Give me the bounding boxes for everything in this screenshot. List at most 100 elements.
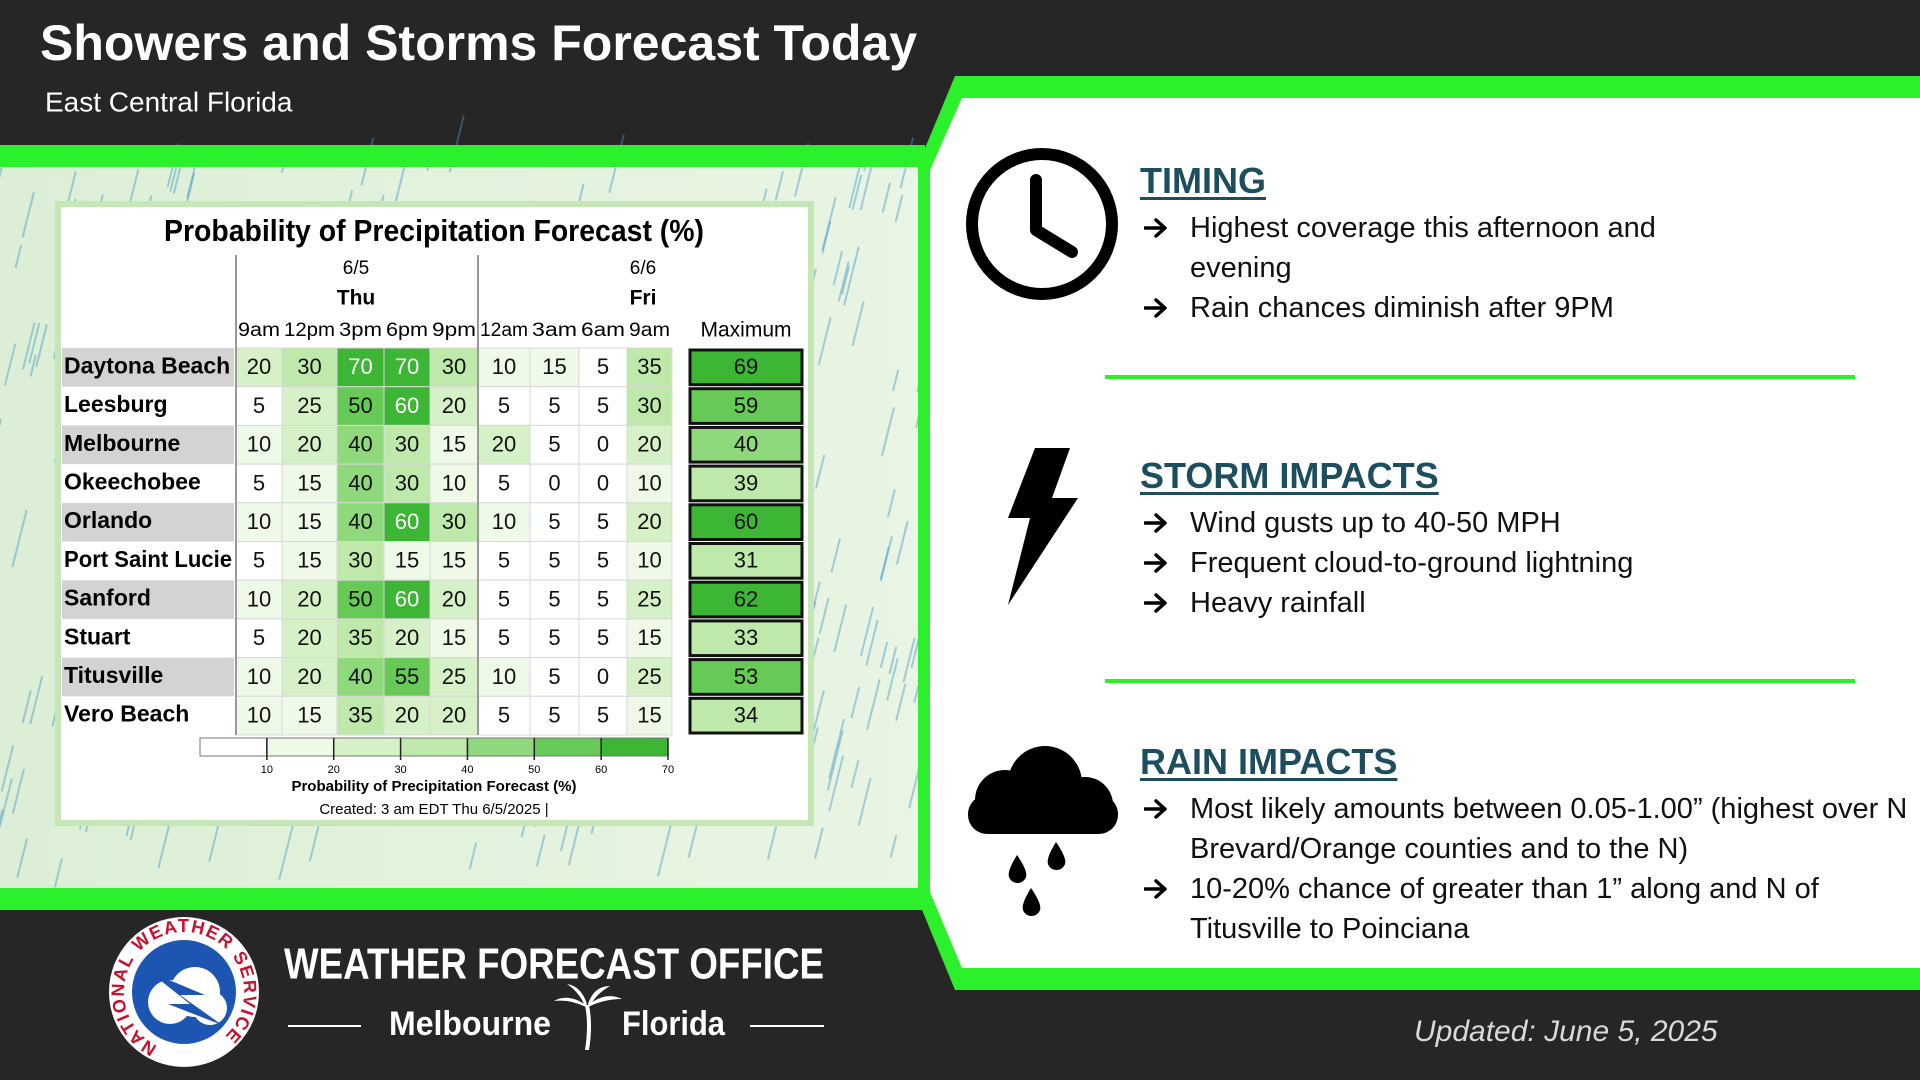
cell-value: 10 — [442, 470, 466, 495]
cell-value: 5 — [597, 625, 609, 650]
location-name: Okeechobee — [64, 469, 201, 495]
rain-streak — [813, 827, 824, 859]
rain-streak — [172, 166, 182, 194]
location-name: Port Saint Lucie — [64, 546, 232, 572]
rain-streak — [0, 744, 15, 792]
rain-streak — [11, 768, 25, 815]
section: STORM IMPACTS Wind gusts up to 40-50 MPH F… — [1140, 455, 1830, 623]
rain-streak — [4, 343, 17, 386]
cell — [477, 502, 531, 542]
rain-streak — [833, 604, 848, 653]
rain-streak — [14, 244, 23, 269]
cell — [429, 386, 479, 426]
cell-value: 20 — [442, 586, 466, 611]
section-heading: RAIN IMPACTS — [1140, 741, 1398, 782]
cell — [578, 386, 628, 426]
cell-value: 5 — [498, 702, 510, 727]
rain-streak — [657, 822, 673, 877]
rain-streak — [278, 819, 296, 880]
hour-label: 9am — [238, 320, 280, 341]
section: TIMING Highest coverage this afternoon an… — [1140, 160, 1750, 328]
rain-streak — [886, 658, 899, 701]
cell — [578, 463, 628, 504]
cell — [429, 695, 479, 736]
day-name: Thu — [337, 287, 375, 310]
cell — [383, 502, 431, 542]
cell-value: 5 — [498, 586, 510, 611]
cell-value: 30 — [297, 354, 321, 379]
bullet-arrow — [1144, 593, 1167, 613]
rain-streak — [832, 250, 844, 286]
max-cell — [688, 658, 804, 696]
cell — [429, 502, 479, 542]
cell — [626, 541, 673, 581]
cell — [383, 695, 431, 736]
cell-value: 0 — [597, 470, 609, 495]
name-bg — [62, 425, 234, 465]
rain-streak — [818, 597, 830, 634]
rain-streak — [866, 678, 881, 731]
rain-streak — [828, 718, 845, 779]
rain-streak — [535, 834, 546, 867]
rain-streak — [850, 760, 860, 789]
cell-value: 20 — [297, 625, 321, 650]
bullet-text: Wind gusts up to 40-50 MPH — [1190, 507, 1561, 539]
palm-icon — [554, 984, 622, 1050]
cell-value: 5 — [548, 586, 560, 611]
rain-streak — [0, 808, 4, 824]
cell-value: 5 — [597, 586, 609, 611]
bullet: 10-20% chance of greater than 1” along a… — [1140, 869, 1918, 949]
cell — [626, 579, 673, 620]
rain-streak — [821, 196, 837, 251]
rain-streak — [840, 265, 851, 295]
bullet-text: 10-20% chance of greater than 1” along a… — [1190, 873, 1819, 945]
rain-streak — [830, 538, 841, 573]
cell — [477, 618, 531, 659]
cell — [529, 424, 580, 465]
name-bg — [62, 657, 234, 697]
cell-value: 15 — [395, 548, 419, 573]
max-value: 34 — [734, 702, 758, 727]
rain-streak — [21, 690, 32, 724]
location-name: Melbourne — [64, 430, 180, 456]
cell-value: 5 — [498, 548, 510, 573]
legend-bin — [600, 737, 669, 757]
legend-bin — [400, 737, 468, 757]
legend-bin — [466, 737, 535, 757]
cell-value: 10 — [637, 548, 661, 573]
hour-label: 6am — [581, 320, 625, 341]
cell — [529, 463, 580, 504]
max-value: 59 — [734, 393, 758, 418]
legend-bin — [533, 737, 602, 757]
cell-value: 5 — [253, 393, 265, 418]
cell-value: 5 — [548, 393, 560, 418]
cell-value: 70 — [395, 354, 419, 379]
bullet: Rain chances diminish after 9PM — [1140, 288, 1750, 328]
rain-streak — [35, 324, 48, 368]
cell — [429, 657, 479, 697]
created: Created: 3 am EDT Thu 6/5/2025 | — [319, 801, 548, 818]
cell — [477, 657, 531, 697]
cell-value: 5 — [498, 625, 510, 650]
bullet-arrow — [1144, 298, 1167, 318]
rain-streak — [859, 159, 875, 211]
cell-value: 25 — [442, 664, 466, 689]
hour-label: 12am — [480, 320, 528, 341]
rain-streak — [879, 546, 890, 580]
rain-streak — [817, 317, 832, 366]
max-cell — [688, 387, 804, 425]
max-value: 39 — [734, 470, 758, 495]
rain-streak — [865, 619, 879, 666]
rain-streak — [843, 246, 860, 306]
cell-value: 20 — [442, 702, 466, 727]
rain-streak — [851, 301, 865, 347]
cell-value: 10 — [492, 354, 516, 379]
rain-streak — [559, 823, 569, 852]
bullet-text: Most likely amounts between 0.05-1.00” (… — [1190, 793, 1908, 865]
cell-value: 35 — [348, 702, 372, 727]
cell — [281, 695, 338, 736]
cell-value: 35 — [348, 625, 372, 650]
footer-stripe — [0, 888, 925, 910]
rain-streak — [879, 535, 893, 582]
cell — [626, 618, 673, 659]
